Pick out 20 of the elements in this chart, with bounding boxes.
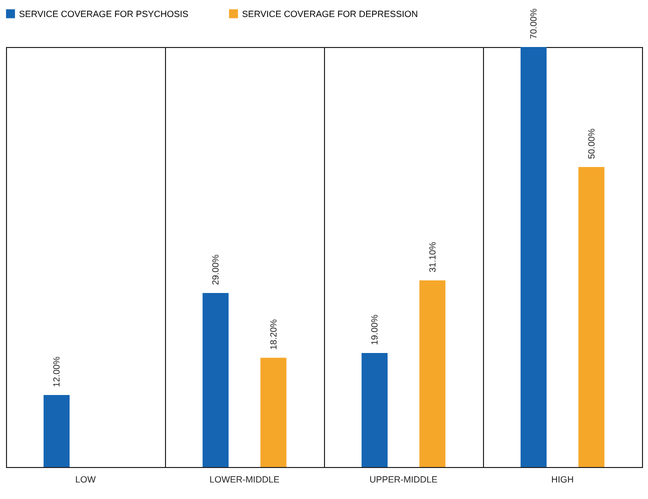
bar: [44, 395, 70, 467]
data-label: 29.00%: [210, 254, 221, 285]
bar: [520, 47, 547, 467]
legend-label: SERVICE COVERAGE FOR DEPRESSION: [242, 8, 418, 19]
legend-label: SERVICE COVERAGE FOR PSYCHOSIS: [19, 8, 188, 19]
bar: [202, 293, 229, 467]
bar: [362, 353, 388, 467]
data-label: 19.00%: [370, 314, 380, 345]
x-tick-label: LOWER-MIDDLE: [209, 474, 280, 484]
bar: [260, 358, 286, 467]
data-label: 50.00%: [586, 128, 596, 159]
x-tick-label: LOW: [75, 474, 96, 484]
bar: [419, 280, 446, 467]
data-label: 12.00%: [52, 356, 62, 387]
data-label: 18.20%: [268, 319, 278, 350]
data-label: 70.00%: [528, 8, 539, 39]
bar: [578, 167, 604, 467]
x-tick-label: UPPER-MIDDLE: [369, 474, 438, 484]
x-tick-label: HIGH: [551, 474, 574, 484]
data-label: 31.10%: [427, 242, 438, 272]
